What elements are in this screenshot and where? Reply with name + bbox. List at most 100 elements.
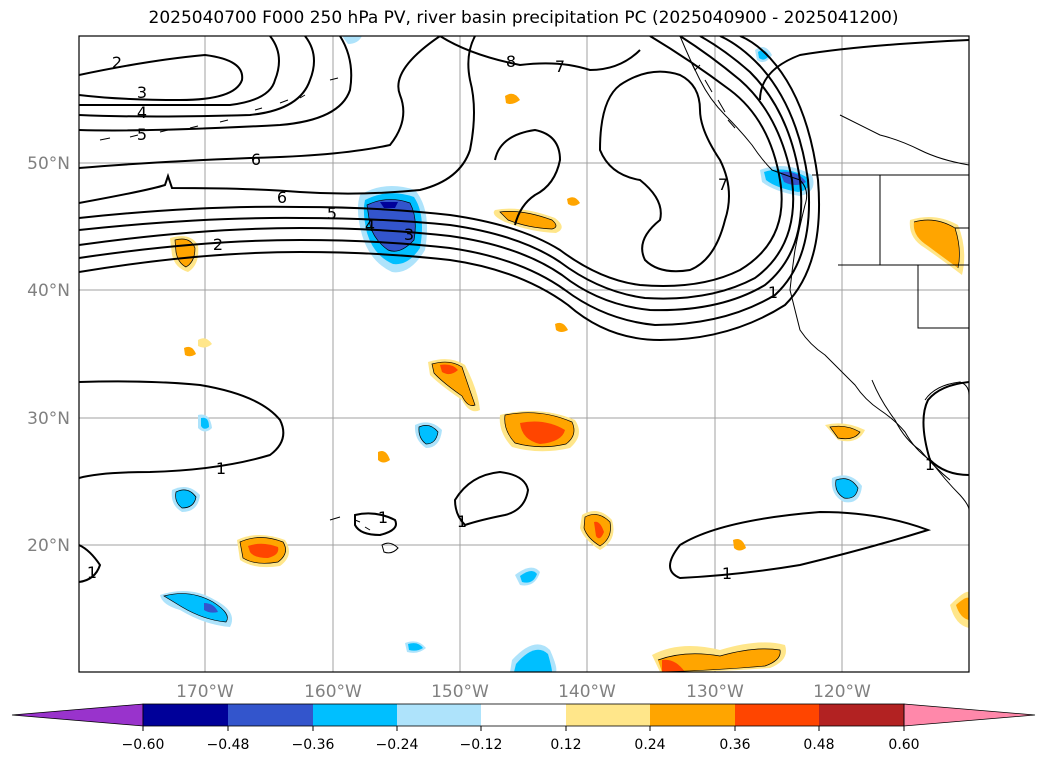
pv-contour-1-northeast (759, 39, 969, 101)
colorbar-tick-label: 0.36 (719, 737, 750, 753)
negative-anomaly-small-7 (198, 414, 212, 432)
pv-contour-2-b (79, 36, 811, 327)
contour-label: 1 (768, 283, 778, 302)
contour-label: 5 (137, 125, 147, 144)
aleutian-islands (99, 77, 339, 141)
lat-label-50n: 50°N (27, 154, 70, 174)
contour-label: 5 (327, 204, 337, 223)
pv-contours (79, 36, 969, 583)
positive-anomaly-coast-1 (909, 216, 965, 275)
positive-anomaly-small-3 (378, 451, 390, 463)
pv-contour-5-north (79, 36, 353, 132)
canada-interior (839, 114, 969, 166)
colorbar-bin (143, 704, 228, 726)
negative-anomaly-gulf-alaska (357, 186, 428, 273)
colorbar-outline (142, 703, 905, 727)
pv-contour-2-north (79, 53, 244, 102)
baja-california (924, 381, 969, 401)
colorbar-tick-label: 0.60 (888, 737, 919, 753)
contour-label: 4 (365, 216, 375, 235)
positive-anomaly-small-7 (733, 539, 746, 551)
mexico-coast (871, 379, 951, 481)
us-state-borders (838, 175, 969, 329)
negative-anomaly-small-9 (755, 46, 772, 63)
colorbar-bin (650, 704, 735, 726)
colorbar-bin (228, 704, 313, 726)
map-panel (79, 36, 969, 672)
positive-anomaly-pacific-4 (499, 411, 579, 452)
contour-label: 1 (216, 459, 226, 478)
colorbar-bin (566, 704, 650, 726)
colorbar-bin (397, 704, 481, 726)
pv-contour-4-b (79, 36, 795, 300)
lon-label-150w: 150°W (431, 682, 489, 702)
colorbar-ticks (142, 726, 905, 731)
lon-label-140w: 140°W (558, 682, 616, 702)
lat-label-30n: 30°N (27, 409, 70, 429)
positive-anomaly-small-2 (184, 346, 196, 357)
lat-label-20n: 20°N (27, 536, 70, 556)
pv-contour-6-a (79, 36, 441, 169)
positive-anomaly-pacific-3 (428, 359, 480, 412)
pv-contour-1-south-east (669, 510, 932, 580)
colorbar-bin (481, 704, 566, 726)
contour-labels: 2 3 4 5 6 6 5 4 3 2 8 7 7 1 1 1 1 1 1 1 (87, 52, 935, 583)
positive-anomaly-small-1 (198, 338, 212, 348)
pv-contour-1-east-coast (922, 381, 969, 476)
colorbar: −0.60 −0.48 −0.36 −0.24 −0.12 0.12 0.24 … (11, 703, 1036, 753)
negative-anomaly-small-8 (405, 641, 426, 653)
colorbar-tick-label: −0.24 (376, 737, 419, 753)
positive-anomaly-pacific-5 (237, 535, 289, 568)
contour-label: 1 (722, 564, 732, 583)
contour-label: 6 (277, 188, 287, 207)
map-title: 2025040700 F000 250 hPa PV, river basin … (148, 8, 899, 28)
negative-anomaly-small-2 (160, 591, 233, 627)
alaska-coast (679, 36, 969, 511)
lon-label-170w: 170°W (176, 682, 234, 702)
pv-contour-3-north (79, 36, 280, 107)
contour-label: 7 (718, 175, 728, 194)
pv-contour-7-left (494, 128, 562, 226)
colorbar-min-extend (11, 703, 144, 727)
contour-label: 7 (555, 57, 565, 76)
contour-label: 4 (137, 103, 147, 122)
bc-coast-islands (689, 59, 736, 129)
contour-label: 2 (112, 53, 122, 72)
negative-anomaly-small-4 (510, 644, 557, 672)
contour-label: 1 (378, 508, 388, 527)
pv-contour-3-b (79, 36, 803, 312)
colorbar-tick-label: −0.36 (292, 737, 335, 753)
pv-contour-1-southwest-edge (79, 544, 102, 583)
lat-label-40n: 40°N (27, 281, 70, 301)
colorbar-tick-label: 0.24 (634, 737, 665, 753)
coastlines (99, 36, 969, 554)
map-frame (78, 35, 970, 673)
pv-contour-1-hawaii (354, 512, 397, 537)
colorbar-tick-label: −0.60 (122, 737, 165, 753)
positive-anomaly-small-6 (555, 322, 568, 332)
contour-label: 3 (137, 83, 147, 102)
negative-anomaly-small-10 (342, 36, 362, 44)
pv-contour-1-south-mid (453, 470, 530, 527)
colorbar-tick-label: −0.12 (460, 737, 503, 753)
pv-contour-5-b (79, 36, 783, 287)
pv-contour-6-b (79, 36, 476, 204)
hawaii-islands (329, 516, 399, 554)
colorbar-max-extend (903, 703, 1036, 727)
negative-anomaly-small-5 (515, 567, 540, 586)
positive-anomaly-pacific-1 (493, 208, 562, 233)
colorbar-tick-label: 0.48 (803, 737, 834, 753)
latitude-labels: 50°N 40°N 30°N 20°N (27, 154, 70, 556)
pv-contour-8 (439, 36, 641, 72)
colorbar-tick-label: 0.12 (550, 737, 581, 753)
pv-contour-7-closed (598, 70, 730, 273)
positive-anomaly-small-5 (567, 197, 580, 206)
contour-label: 1 (457, 512, 467, 531)
colorbar-bin (735, 704, 819, 726)
positive-anomaly-pacific-6 (580, 511, 614, 550)
longitude-labels: 170°W 160°W 150°W 140°W 130°W 120°W (176, 682, 871, 702)
colorbar-tick-label: −0.48 (207, 737, 250, 753)
colorbar-bin (819, 704, 904, 726)
pv-contour-4-north (79, 36, 315, 118)
